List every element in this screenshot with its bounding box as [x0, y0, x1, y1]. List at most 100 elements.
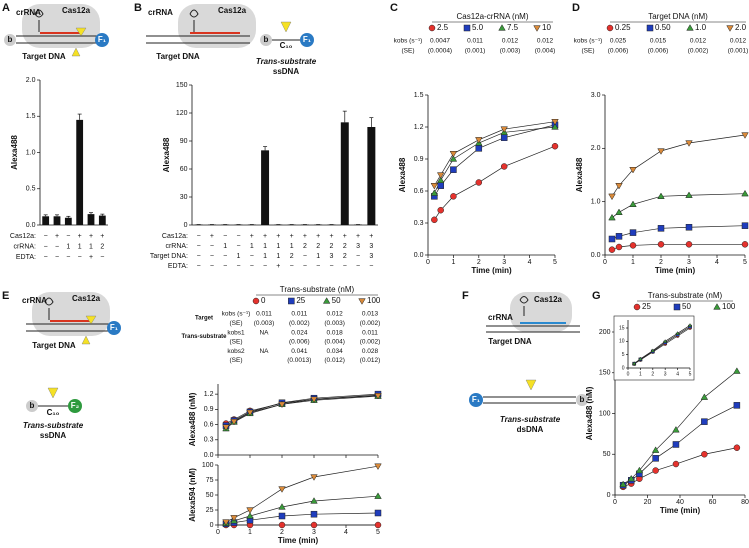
y-tick-label: 0.6: [204, 421, 214, 428]
condition-cell: +: [250, 233, 254, 240]
y-tick-label: 1.0: [26, 149, 36, 156]
stats-cell: 0.013: [362, 311, 379, 318]
x-tick-label: 2: [659, 259, 663, 266]
marker: [672, 460, 680, 468]
marker: [278, 512, 286, 520]
y-tick-label: 0.0: [591, 252, 601, 259]
marker: [608, 193, 616, 201]
y-tick-label: 75: [206, 477, 214, 484]
legend-label: 25: [296, 296, 305, 305]
condition-cell: −: [66, 254, 70, 261]
x-tick-label: 1: [451, 259, 455, 266]
marker: [310, 396, 318, 404]
condition-cell: −: [55, 243, 59, 250]
label: Cas12a: [72, 294, 101, 303]
stats-cell: 0.0047: [430, 38, 450, 45]
inset-frame: [613, 315, 695, 381]
condition-cell: +: [89, 254, 93, 261]
condition-cell: 1: [237, 253, 241, 260]
condition-cell: +: [276, 263, 280, 270]
stats-cell: 0.025: [610, 38, 627, 45]
stats-cell: 0.012: [537, 38, 554, 45]
stats-cell: 0.011: [362, 329, 378, 336]
marker: [685, 241, 693, 248]
condition-label: Cas12a:: [10, 233, 36, 240]
condition-cell: +: [263, 233, 267, 240]
stats-cell: 0.012: [730, 38, 747, 45]
marker: [713, 303, 721, 310]
x-tick-label: 0: [426, 259, 430, 266]
marker: [551, 123, 559, 130]
x-tick-label: 2: [477, 259, 481, 266]
marker: [430, 183, 439, 190]
stats-cell: NA: [259, 348, 269, 355]
y-tick-label: 0: [622, 365, 625, 371]
marker: [500, 163, 508, 170]
marker: [428, 24, 436, 32]
label: C₁₀: [47, 408, 60, 417]
condition-cell: −: [263, 263, 267, 270]
series-line: [622, 370, 738, 485]
marker: [222, 519, 230, 526]
legend-label: 7.5: [507, 23, 519, 32]
marker: [533, 25, 541, 32]
y-tick-label: 0.5: [26, 186, 36, 193]
condition-cell: −: [250, 263, 254, 270]
x-tick-label: 5: [553, 259, 557, 266]
y-tick-label: 10: [619, 339, 625, 345]
condition-cell: +: [369, 233, 373, 240]
condition-cell: −: [236, 233, 240, 240]
x-tick-label: 0: [613, 499, 617, 506]
marker: [246, 507, 254, 514]
marker: [278, 486, 286, 493]
stats-cell: (0.001): [465, 48, 486, 55]
stats-cell: (0.003): [500, 48, 521, 55]
y-tick-label: 200: [599, 329, 611, 336]
marker: [437, 206, 444, 214]
condition-cell: −: [55, 254, 59, 261]
condition-cell: −: [197, 233, 201, 240]
condition-cell: +: [100, 233, 104, 240]
label: ssDNA: [273, 67, 299, 76]
marker: [657, 148, 665, 155]
marker: [430, 189, 439, 196]
condition-cell: 2: [100, 243, 104, 250]
stats-label: (SE): [230, 320, 243, 327]
y-tick-label: 0.3: [414, 220, 424, 227]
condition-cell: 3: [369, 243, 373, 250]
condition-cell: 3: [356, 243, 360, 250]
marker: [741, 241, 749, 248]
y-tick-label: 100: [202, 462, 214, 469]
marker: [615, 183, 623, 190]
marker: [733, 444, 741, 451]
stats-cell: (0.006): [608, 48, 629, 55]
marker: [657, 241, 665, 248]
condition-cell: −: [44, 254, 48, 261]
marker: [672, 426, 680, 433]
label: crRNA: [488, 313, 513, 322]
label: Target DNA: [488, 337, 532, 346]
condition-cell: −: [369, 263, 373, 270]
marker: [374, 463, 382, 470]
y-tick-label: 2.0: [26, 77, 36, 84]
stats-cell: 0.041: [291, 348, 308, 355]
marker: [322, 297, 331, 304]
y-tick-label: 0.9: [204, 406, 214, 413]
label: Cas12a: [62, 6, 91, 15]
stats-cell: (0.0013): [287, 357, 311, 364]
panel-letter: A: [2, 2, 10, 14]
marker: [288, 297, 295, 305]
marker: [632, 361, 637, 365]
label: C₁₀: [280, 41, 293, 50]
stats-cell: NA: [259, 329, 269, 336]
label: b: [264, 35, 269, 44]
label: F₂: [71, 401, 80, 410]
y-tick-label: 100: [599, 410, 611, 417]
label: Target DNA: [22, 52, 66, 61]
x-tick-label: 0: [603, 259, 607, 266]
y-tick-label: 50: [206, 492, 214, 499]
panel-letters: A B C D E F G: [2, 2, 601, 302]
condition-cell: −: [100, 254, 104, 261]
condition-cell: −: [316, 263, 320, 270]
marker: [358, 298, 366, 305]
